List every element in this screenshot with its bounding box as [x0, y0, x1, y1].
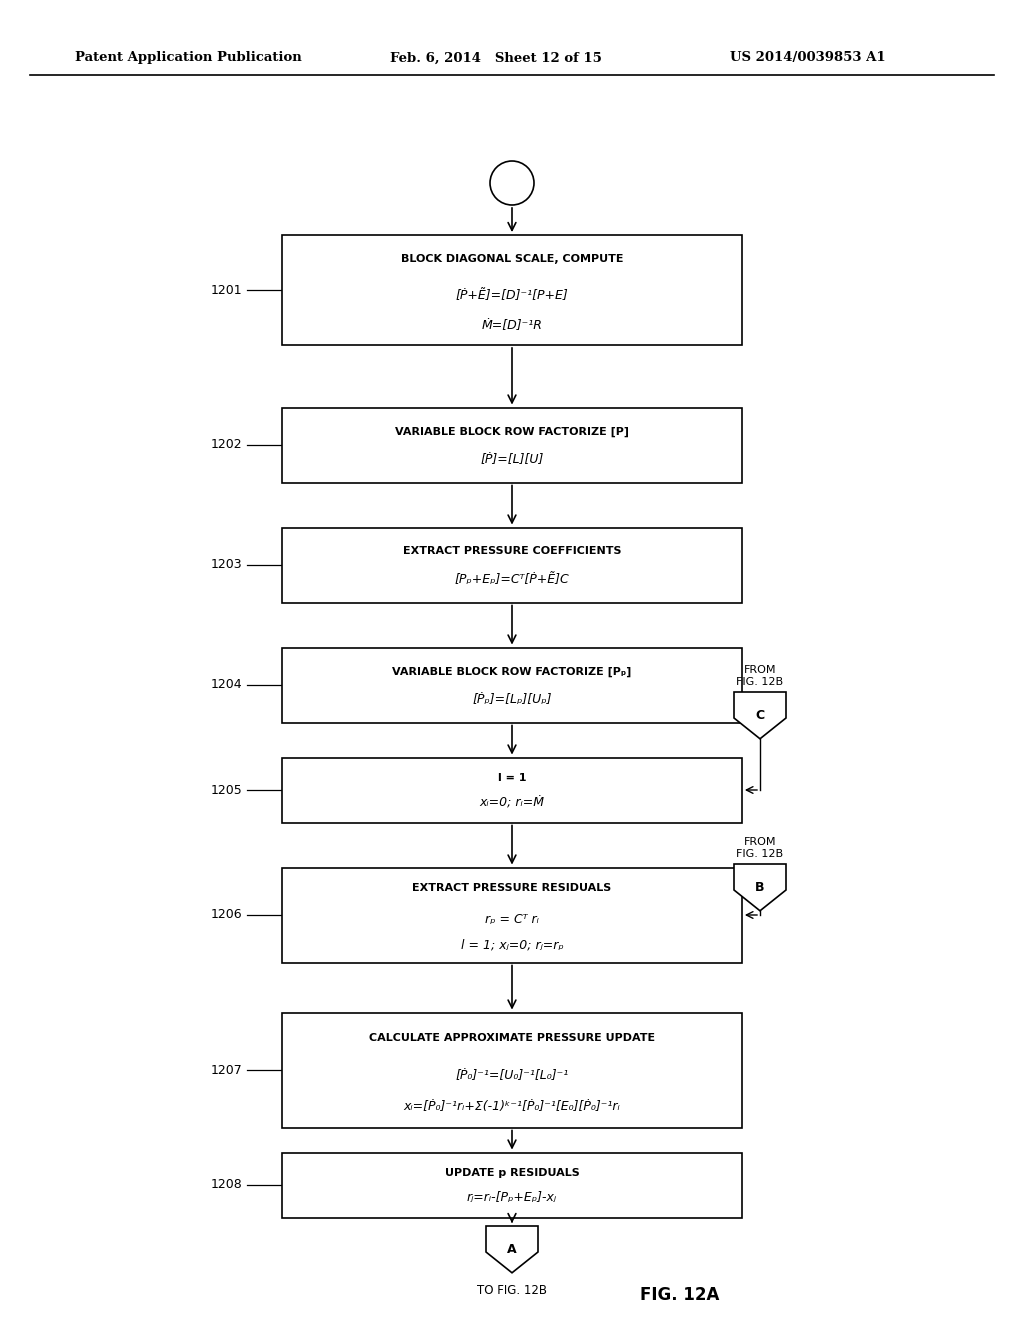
- Bar: [282, 867, 742, 962]
- Text: US 2014/0039853 A1: US 2014/0039853 A1: [730, 51, 886, 65]
- Text: VARIABLE BLOCK ROW FACTORIZE [P]: VARIABLE BLOCK ROW FACTORIZE [P]: [395, 426, 629, 437]
- Text: FIG. 12B: FIG. 12B: [736, 677, 783, 686]
- Text: 1204: 1204: [210, 678, 242, 692]
- Text: [Pₚ+Eₚ]=Cᵀ[Ṗ+Ẽ]C: [Pₚ+Eₚ]=Cᵀ[Ṗ+Ẽ]C: [455, 573, 569, 586]
- Text: 1203: 1203: [210, 558, 242, 572]
- Text: BLOCK DIAGONAL SCALE, COMPUTE: BLOCK DIAGONAL SCALE, COMPUTE: [400, 255, 624, 264]
- Bar: [282, 235, 742, 345]
- Text: TO FIG. 12B: TO FIG. 12B: [477, 1284, 547, 1298]
- Bar: [282, 528, 742, 602]
- Bar: [282, 1012, 742, 1127]
- Text: 1202: 1202: [210, 438, 242, 451]
- Text: xᵢ=[Ṗ₀]⁻¹rᵢ+Σ(-1)ᵏ⁻¹[Ṗ₀]⁻¹[E₀][Ṗ₀]⁻¹rᵢ: xᵢ=[Ṗ₀]⁻¹rᵢ+Σ(-1)ᵏ⁻¹[Ṗ₀]⁻¹[E₀][Ṗ₀]⁻¹rᵢ: [403, 1101, 621, 1113]
- Text: 1207: 1207: [210, 1064, 242, 1077]
- Text: EXTRACT PRESSURE RESIDUALS: EXTRACT PRESSURE RESIDUALS: [413, 883, 611, 894]
- Text: A: A: [507, 1243, 517, 1255]
- Text: 1201: 1201: [210, 284, 242, 297]
- Bar: [282, 1152, 742, 1217]
- Text: rⱼ=rᵢ-[Pₚ+Eₚ]-xⱼ: rⱼ=rᵢ-[Pₚ+Eₚ]-xⱼ: [467, 1192, 557, 1204]
- Text: UPDATE p RESIDUALS: UPDATE p RESIDUALS: [444, 1168, 580, 1179]
- Text: Feb. 6, 2014   Sheet 12 of 15: Feb. 6, 2014 Sheet 12 of 15: [390, 51, 602, 65]
- Text: 1206: 1206: [210, 908, 242, 921]
- Text: xᵢ=0; rᵢ=Ṁ: xᵢ=0; rᵢ=Ṁ: [479, 796, 545, 809]
- Text: Ṁ=[D]⁻¹R: Ṁ=[D]⁻¹R: [481, 318, 543, 331]
- Text: l = 1: l = 1: [498, 774, 526, 783]
- Text: 1205: 1205: [210, 784, 242, 796]
- Text: Patent Application Publication: Patent Application Publication: [75, 51, 302, 65]
- Text: CALCULATE APPROXIMATE PRESSURE UPDATE: CALCULATE APPROXIMATE PRESSURE UPDATE: [369, 1032, 655, 1043]
- Bar: [282, 758, 742, 822]
- Text: FROM: FROM: [743, 665, 776, 675]
- Text: VARIABLE BLOCK ROW FACTORIZE [Pₚ]: VARIABLE BLOCK ROW FACTORIZE [Pₚ]: [392, 667, 632, 677]
- Circle shape: [490, 161, 534, 205]
- Text: FIG. 12B: FIG. 12B: [736, 849, 783, 859]
- Polygon shape: [486, 1226, 538, 1272]
- Text: C: C: [756, 709, 765, 722]
- Text: FROM: FROM: [743, 837, 776, 847]
- Polygon shape: [734, 865, 786, 911]
- Text: [Ṗ₀]⁻¹=[U₀]⁻¹[L₀]⁻¹: [Ṗ₀]⁻¹=[U₀]⁻¹[L₀]⁻¹: [456, 1069, 568, 1082]
- Text: [Ṗₚ]=[Lₚ][Uₚ]: [Ṗₚ]=[Lₚ][Uₚ]: [472, 693, 552, 706]
- Text: 1208: 1208: [210, 1179, 242, 1192]
- Text: EXTRACT PRESSURE COEFFICIENTS: EXTRACT PRESSURE COEFFICIENTS: [402, 546, 622, 557]
- Text: rₚ = Cᵀ rᵢ: rₚ = Cᵀ rᵢ: [485, 913, 539, 927]
- Polygon shape: [734, 692, 786, 739]
- Bar: [282, 408, 742, 483]
- Text: [Ṗ+Ẽ]=[D]⁻¹[P+E]: [Ṗ+Ẽ]=[D]⁻¹[P+E]: [456, 289, 568, 302]
- Text: l = 1; xⱼ=0; rⱼ=rₚ: l = 1; xⱼ=0; rⱼ=rₚ: [461, 939, 563, 952]
- Text: [Ṗ]=[L][U]: [Ṗ]=[L][U]: [480, 454, 544, 466]
- Text: B: B: [756, 880, 765, 894]
- Bar: [282, 648, 742, 722]
- Text: FIG. 12A: FIG. 12A: [640, 1286, 720, 1304]
